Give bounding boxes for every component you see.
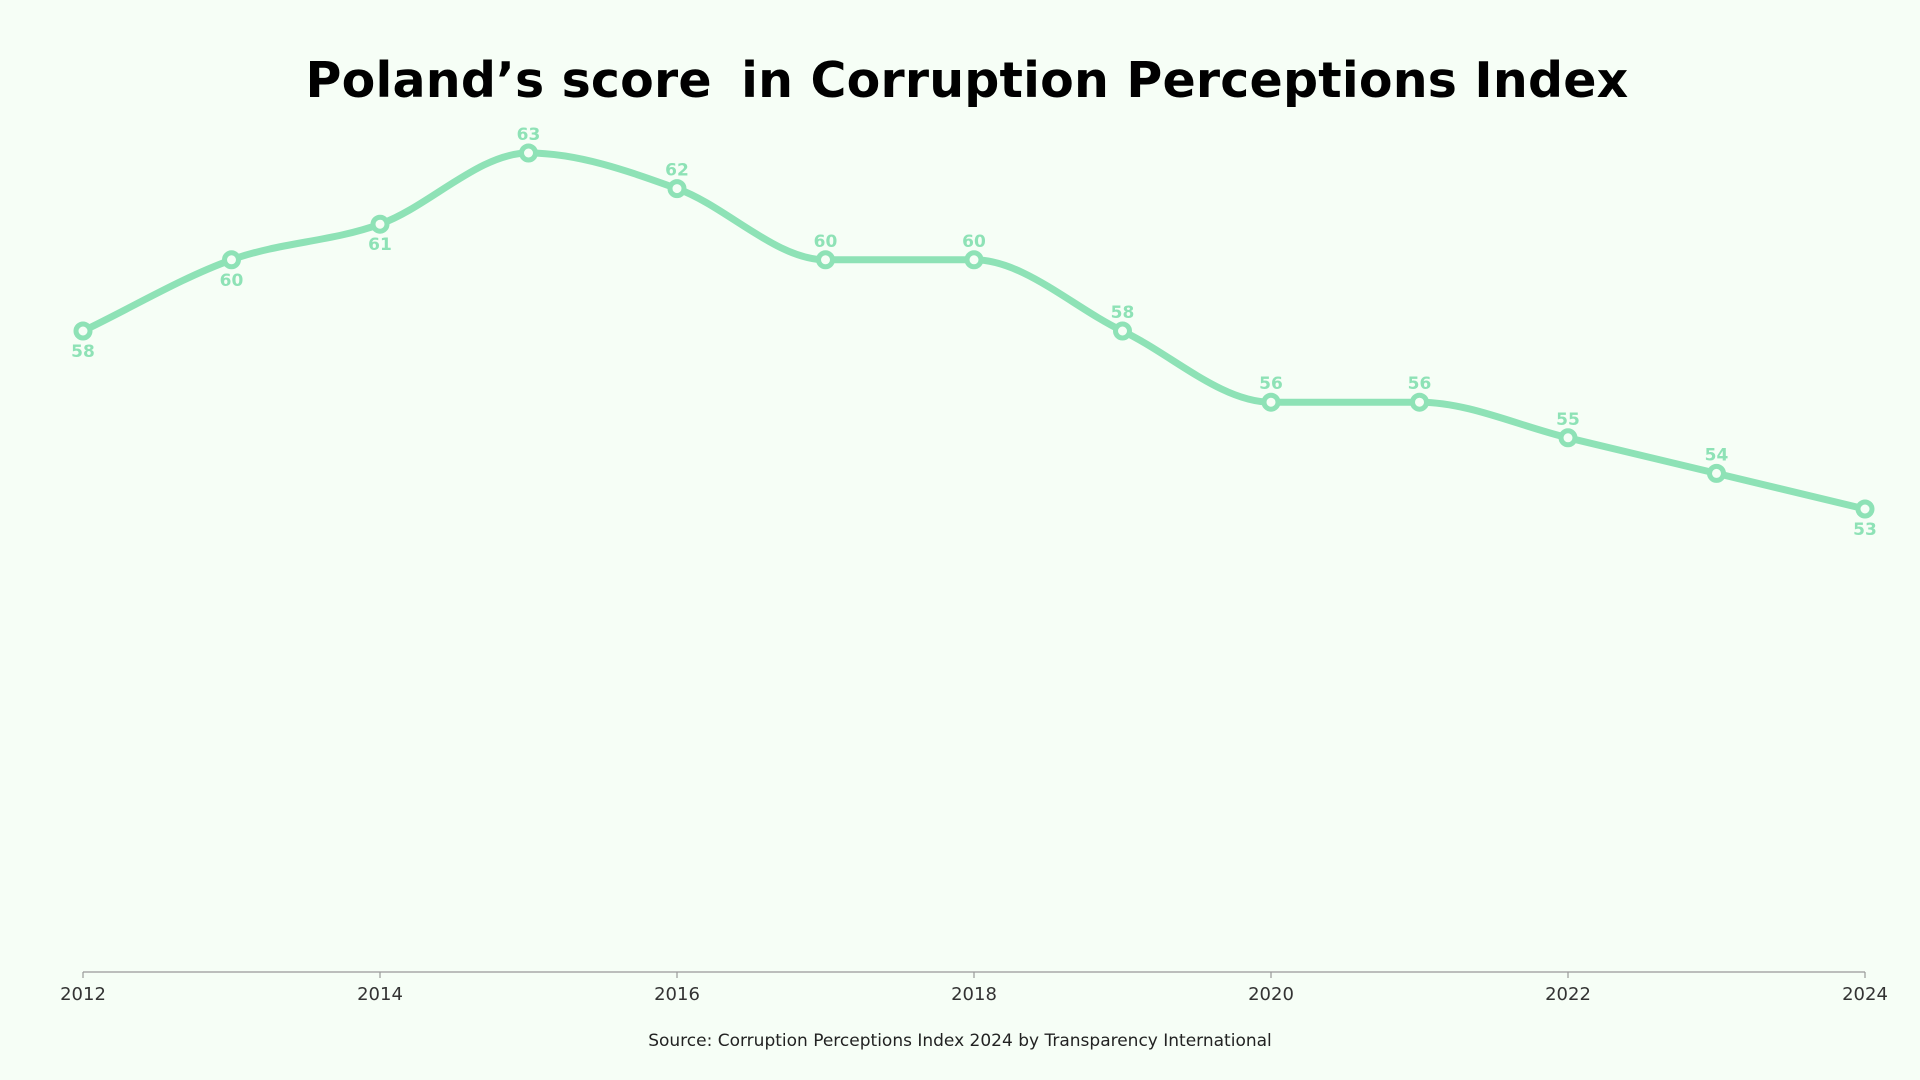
data-point: [667, 179, 687, 199]
x-tick-label: 2018: [951, 984, 997, 1005]
data-points: [73, 143, 1875, 519]
x-tick-label: 2020: [1248, 984, 1294, 1005]
data-label: 55: [1556, 410, 1580, 430]
data-label: 56: [1408, 374, 1432, 394]
title-rest: in Corruption Perceptions Index: [723, 52, 1629, 109]
data-label: 60: [962, 232, 986, 252]
chart-title: Poland’s score in Corruption Perceptions…: [0, 50, 1920, 113]
data-point: [816, 250, 835, 270]
data-label: 58: [1111, 303, 1135, 323]
series-line-group: [79, 149, 1869, 513]
source-note: Source: Corruption Perceptions Index 202…: [648, 1031, 1272, 1051]
data-label: 56: [1259, 374, 1283, 394]
data-labels: 58 60 61 63 62 60 60 58 56 56 55 54 53: [71, 125, 1877, 540]
data-point: [370, 214, 390, 234]
x-tick-label: 2014: [357, 984, 403, 1005]
data-label: 63: [517, 125, 541, 145]
data-label: 58: [71, 342, 95, 362]
x-axis: 2012 2014 2016 2018 2020 2022 2024: [60, 971, 1888, 1005]
data-label: 60: [220, 271, 244, 291]
x-tick-label: 2022: [1545, 984, 1591, 1005]
x-tick-label: 2012: [60, 984, 106, 1005]
data-point: [1410, 392, 1429, 412]
series-line: [79, 149, 1869, 513]
title-highlight: Poland’s score: [292, 50, 722, 113]
data-point: [1261, 392, 1281, 412]
data-point: [73, 321, 93, 341]
data-point: [1707, 463, 1726, 483]
data-point: [222, 250, 241, 270]
data-label: 61: [368, 235, 392, 255]
data-label: 53: [1853, 520, 1877, 540]
data-point: [519, 143, 538, 163]
data-point: [1558, 428, 1578, 448]
data-point: [1113, 321, 1132, 341]
x-tick-label: 2024: [1842, 984, 1888, 1005]
data-point: [964, 250, 984, 270]
data-label: 54: [1705, 445, 1729, 465]
data-label: 62: [665, 161, 689, 181]
data-label: 60: [814, 232, 838, 252]
x-tick-label: 2016: [654, 984, 700, 1005]
data-point: [1855, 499, 1875, 519]
